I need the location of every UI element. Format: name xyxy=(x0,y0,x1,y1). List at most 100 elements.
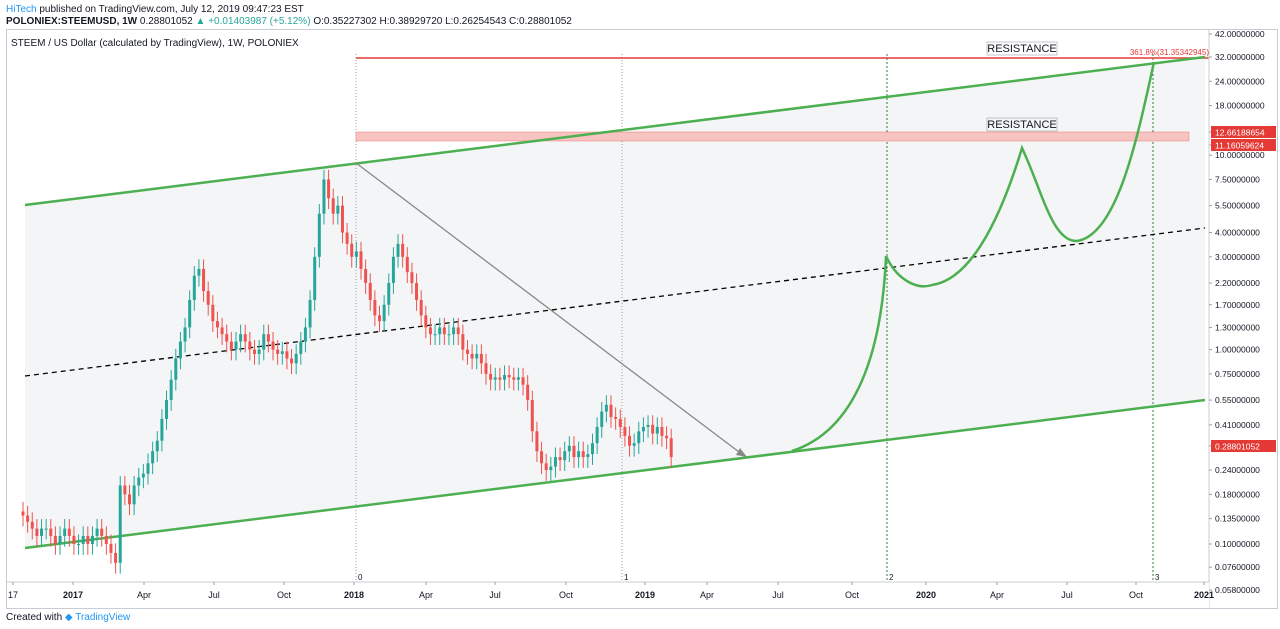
candle-body xyxy=(63,528,67,536)
price-label: 42.00000000 xyxy=(1215,30,1265,39)
candle-body xyxy=(178,341,182,359)
candle-body xyxy=(651,424,655,434)
candle-body xyxy=(266,334,270,342)
candle-body xyxy=(253,349,256,354)
candle-body xyxy=(336,205,340,214)
created-with-text: Created with xyxy=(6,612,63,623)
candle-body xyxy=(137,477,141,486)
price-label: 24.00000000 xyxy=(1215,76,1265,86)
time-label: 17 xyxy=(8,590,18,600)
candle-body xyxy=(327,179,331,199)
tradingview-logo-icon: ◆ xyxy=(64,612,73,623)
candle-body xyxy=(151,451,155,464)
price-label: 0.55000000 xyxy=(1215,395,1260,405)
chart-frame[interactable]: RESISTANCE RESISTANCE 361.8%(31.35342945) 0… xyxy=(6,29,1278,609)
time-label: Jul xyxy=(208,590,220,600)
candle-body xyxy=(225,334,229,342)
candle-body xyxy=(567,445,571,452)
candle-body xyxy=(586,454,590,458)
candle-body xyxy=(415,283,419,300)
price-label-bg xyxy=(1211,126,1276,138)
candle-body xyxy=(641,426,645,432)
price-label: 4.00000000 xyxy=(1215,228,1260,238)
candle-body xyxy=(165,400,169,419)
price-label: 10.00000000 xyxy=(1215,150,1265,160)
candle-body xyxy=(40,528,44,536)
candle-body xyxy=(503,375,507,380)
candle-body xyxy=(507,375,511,378)
candle-body xyxy=(35,528,39,536)
candle-body xyxy=(257,349,261,354)
candle-body xyxy=(243,334,247,342)
time-label: Apr xyxy=(700,590,714,600)
candle-body xyxy=(470,353,474,359)
candle-body xyxy=(410,272,414,284)
price-label: 1.00000000 xyxy=(1215,345,1260,355)
candle-body xyxy=(206,291,210,305)
price-label: 12.66188654 xyxy=(1215,128,1265,138)
candle-body xyxy=(262,334,266,350)
time-label: 2020 xyxy=(916,590,936,600)
author-name[interactable]: HiTech xyxy=(6,4,37,15)
candle-body xyxy=(26,515,30,522)
candle-body xyxy=(553,457,557,467)
candle-body xyxy=(317,213,321,257)
time-axis[interactable] xyxy=(7,582,1209,608)
time-label: Apr xyxy=(419,590,433,600)
price-chart[interactable]: RESISTANCE RESISTANCE 361.8%(31.35342945) 0… xyxy=(7,30,1277,608)
candle-body xyxy=(155,440,159,452)
candle-body xyxy=(368,283,372,300)
ohlc-values: O:0.35227302 H:0.38929720 L:0.26254543 C… xyxy=(313,16,572,27)
candle-body xyxy=(595,426,599,444)
candle-body xyxy=(234,341,238,350)
candle-body xyxy=(572,445,576,458)
candle-body xyxy=(618,418,622,427)
candle-body xyxy=(614,417,618,419)
candle-body xyxy=(558,457,562,461)
candle-body xyxy=(174,358,178,380)
candle-body xyxy=(81,535,85,545)
candle-body xyxy=(489,373,493,380)
candle-body xyxy=(67,528,71,536)
candle-body xyxy=(322,179,326,214)
candle-body xyxy=(280,351,284,354)
candle-body xyxy=(30,521,34,529)
price-label: 2.20000000 xyxy=(1215,278,1260,288)
tradingview-brand[interactable]: TradingView xyxy=(75,612,131,623)
candle-body xyxy=(442,327,446,335)
candle-body xyxy=(197,268,201,276)
time-label: Oct xyxy=(277,590,292,600)
candle-body xyxy=(646,424,650,427)
candle-body xyxy=(215,321,219,328)
candle-body xyxy=(86,535,90,545)
candle-body xyxy=(428,327,432,335)
candle-body xyxy=(364,268,368,284)
candle-body xyxy=(202,268,206,292)
candle-body xyxy=(239,334,243,342)
candle-body xyxy=(169,379,173,401)
candle-body xyxy=(44,528,48,530)
resistance-zone xyxy=(355,131,1190,142)
candle-body xyxy=(609,404,613,418)
channel-median-line xyxy=(24,227,1206,377)
candle-body xyxy=(665,435,669,439)
candle-body xyxy=(303,327,307,342)
symbol-label: POLONIEX:STEEMUSD, 1W xyxy=(6,16,138,27)
candle-body xyxy=(378,315,382,322)
price-label: 1.30000000 xyxy=(1215,322,1260,332)
arrow-head-icon xyxy=(736,448,747,457)
time-label: 2018 xyxy=(344,590,364,600)
candle-body xyxy=(549,466,553,471)
candle-body xyxy=(628,435,632,446)
candle-body xyxy=(141,473,145,478)
candle-body xyxy=(387,283,391,305)
candle-body xyxy=(118,485,122,563)
candle-body xyxy=(95,528,99,536)
candle-body xyxy=(58,535,62,545)
candle-body xyxy=(183,327,187,342)
time-label: Oct xyxy=(559,590,574,600)
candle-body xyxy=(655,426,659,434)
symbol-line: POLONIEX:STEEMUSD, 1W 0.28801052 ▲ +0.01… xyxy=(6,16,572,27)
time-label: Oct xyxy=(845,590,860,600)
resistance-label-box xyxy=(986,117,1058,132)
